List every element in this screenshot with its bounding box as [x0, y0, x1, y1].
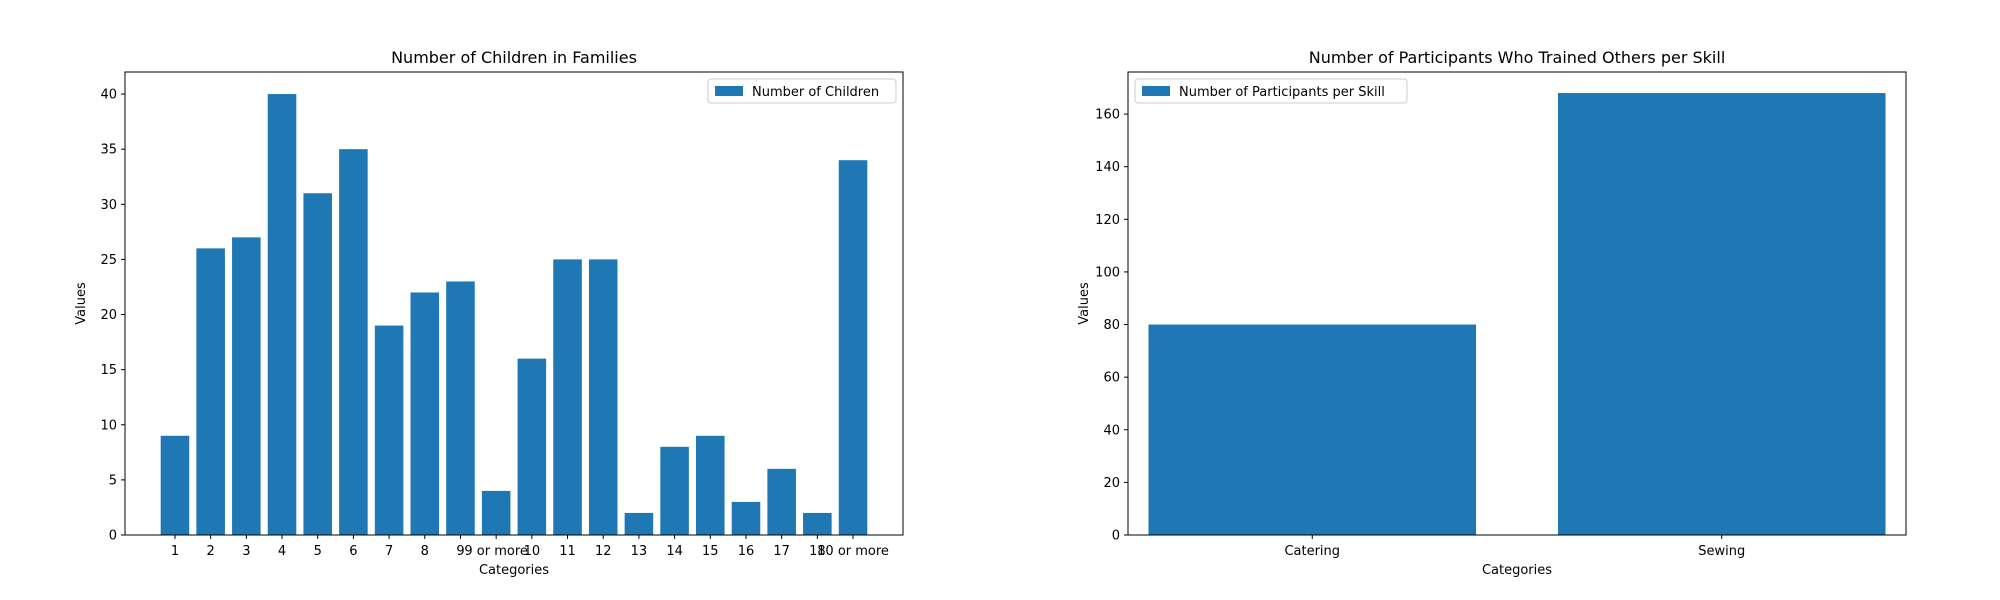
bar-14: [624, 512, 654, 535]
y-axis-label: Values: [1077, 282, 1092, 325]
plot-frame: [1127, 71, 1907, 536]
y-tick-label: 25: [100, 253, 117, 268]
bar-7: [374, 325, 404, 535]
legend-box: [707, 78, 897, 104]
bar-1: [1148, 324, 1477, 535]
y-tick-label: 0: [1112, 529, 1120, 544]
y-tick-label: 140: [1095, 160, 1120, 175]
legend-box: [1134, 78, 1408, 104]
y-tick-label: 40: [100, 88, 117, 103]
bar-10: [481, 490, 511, 535]
y-tick-label: 20: [1103, 476, 1120, 491]
legend-label: Number of Participants per Skill: [1179, 85, 1385, 100]
x-tick-label: 14: [666, 544, 683, 559]
x-tick-label: 11: [559, 544, 576, 559]
bar-1: [160, 435, 190, 535]
y-tick-label: 0: [109, 529, 117, 544]
bar-3: [232, 237, 261, 536]
y-tick-label: 100: [1095, 265, 1120, 280]
bar-5: [303, 193, 332, 535]
y-tick-label: 5: [109, 473, 117, 488]
y-tick-label: 20: [100, 308, 117, 323]
x-tick-label: 10: [524, 544, 541, 559]
legend-swatch: [715, 86, 743, 96]
bar-9: [446, 281, 475, 535]
bar-20: [838, 160, 868, 535]
x-tick-label: 15: [702, 544, 719, 559]
y-tick-label: 40: [1103, 423, 1120, 438]
x-tick-label: 9 or more: [464, 544, 528, 559]
bar-16: [696, 435, 725, 535]
x-tick-label: 9: [456, 544, 464, 559]
y-tick-label: 30: [100, 198, 117, 213]
x-tick-label: 6: [349, 544, 357, 559]
x-tick-label: 4: [278, 544, 286, 559]
x-tick-label: 1: [171, 544, 179, 559]
x-axis-label: Categories: [1482, 563, 1552, 578]
legend: Number of Children: [707, 78, 897, 104]
x-tick-label: 12: [595, 544, 612, 559]
chart-title: Number of Participants Who Trained Other…: [1309, 48, 1726, 67]
y-tick-label: 10: [100, 418, 117, 433]
x-axis-label: Categories: [479, 563, 549, 578]
x-tick-label: 13: [631, 544, 648, 559]
legend: Number of Participants per Skill: [1134, 78, 1408, 104]
y-tick-label: 35: [100, 143, 117, 158]
y-tick-label: 120: [1095, 213, 1120, 228]
legend-swatch: [1142, 86, 1170, 96]
bar-2: [196, 248, 225, 535]
x-tick-label: 3: [242, 544, 250, 559]
x-tick-label: Sewing: [1698, 544, 1745, 559]
bar-12: [553, 259, 582, 535]
y-tick-label: 15: [100, 363, 117, 378]
bar-17: [731, 501, 761, 535]
x-tick-label: 2: [207, 544, 215, 559]
bar-6: [339, 149, 368, 536]
bar-18: [767, 468, 796, 535]
y-tick-label: 80: [1103, 318, 1120, 333]
x-tick-label: Catering: [1284, 544, 1340, 559]
bar-15: [660, 446, 689, 535]
x-tick-label: 17: [773, 544, 790, 559]
legend-label: Number of Children: [752, 85, 879, 100]
bar-13: [588, 259, 618, 535]
y-tick-label: 60: [1103, 371, 1120, 386]
x-tick-label: 8: [421, 544, 429, 559]
chart-2: 0 20 40 60 80 100 120 140 160 Catering Sewing Categ…: [1077, 48, 1907, 578]
bar-8: [410, 292, 440, 535]
x-tick-label: 7: [385, 544, 393, 559]
x-tick-label: 16: [738, 544, 755, 559]
y-tick-label: 160: [1095, 108, 1120, 123]
bar-2: [1557, 93, 1886, 536]
bar-4: [267, 94, 297, 536]
x-tick-label: 10 or more: [817, 544, 889, 559]
x-tick-label: 18: [809, 544, 826, 559]
bar-19: [803, 512, 832, 535]
y-axis-label: Values: [74, 282, 89, 325]
x-tick-label: 5: [314, 544, 322, 559]
bar-11: [517, 358, 547, 535]
plot-frame: [124, 71, 904, 536]
chart-title: Number of Children in Families: [391, 48, 637, 67]
